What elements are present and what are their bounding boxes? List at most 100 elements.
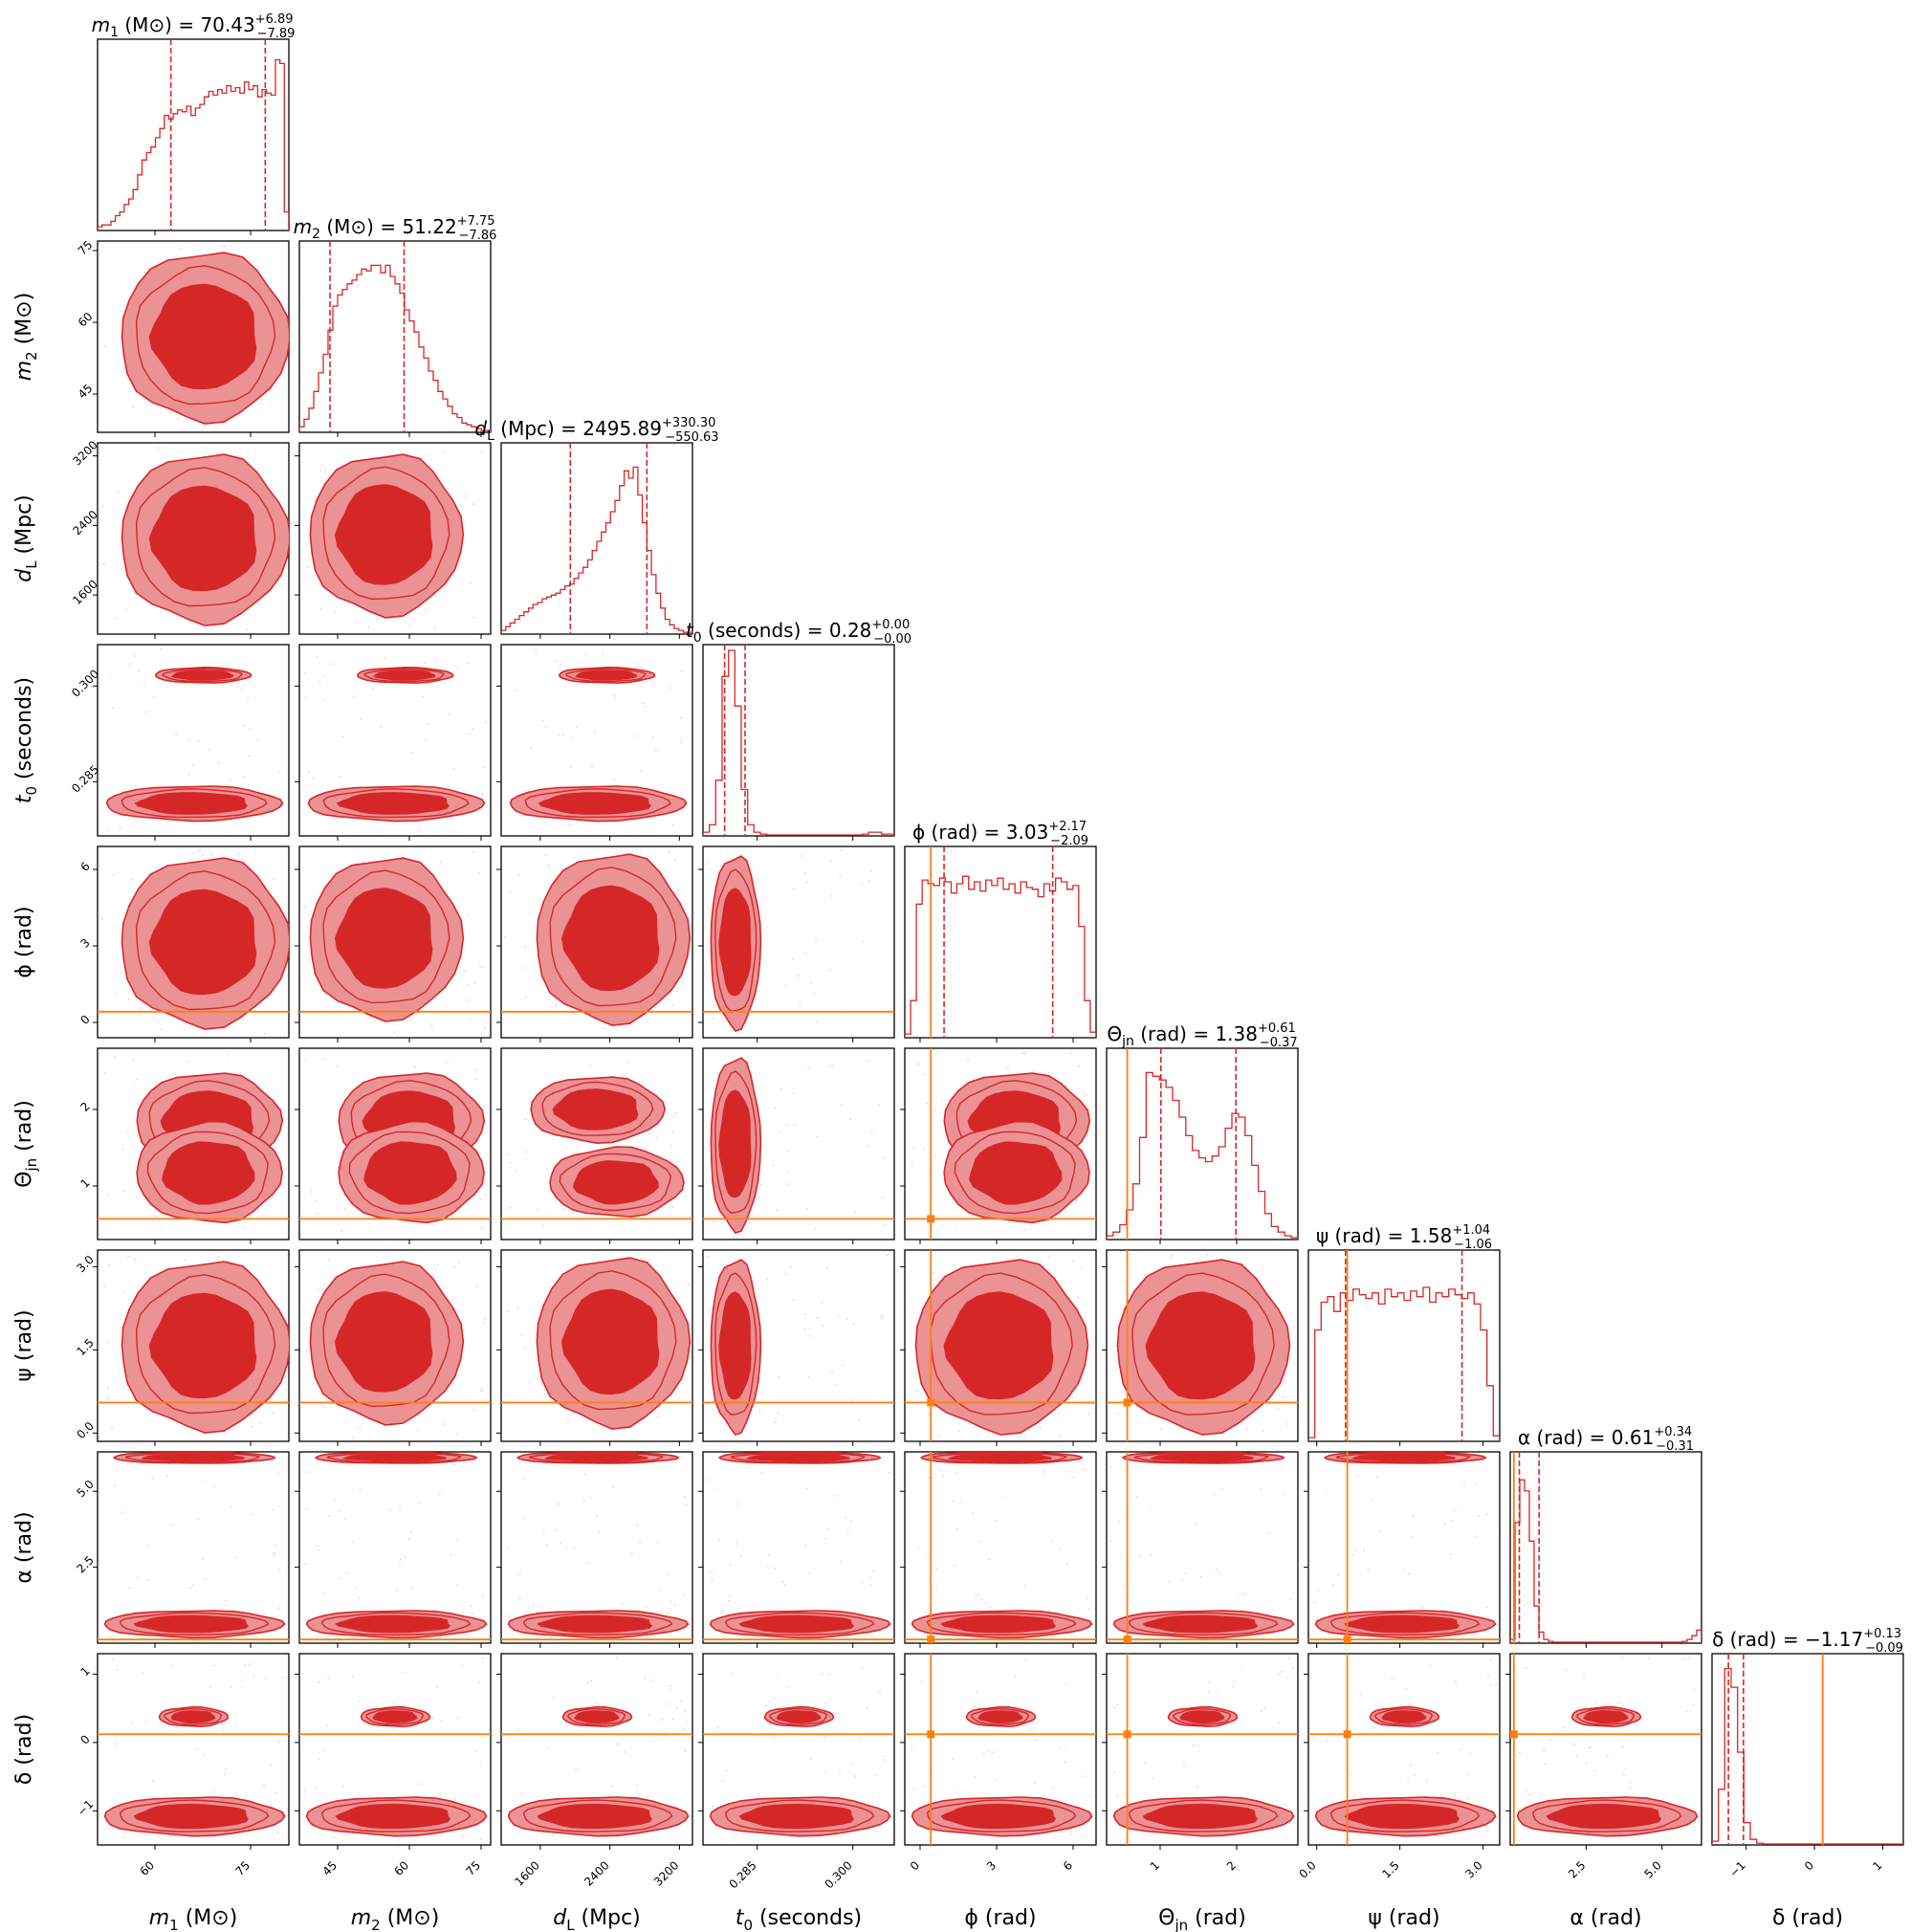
panel-m1-t0-sample-point: [145, 711, 147, 714]
axis-unit: (rad): [1785, 1906, 1843, 1930]
panel-dL-phi-sample-point: [545, 854, 547, 856]
panel-dL-delta-sample-point: [683, 1747, 686, 1750]
panel-dL-alpha-sample-point: [518, 1598, 521, 1600]
panel-theta-psi-sample-point: [1286, 1422, 1289, 1425]
panel-title-phi: ϕ (rad) = 3.03+2.17 −2.09: [912, 820, 1088, 848]
panel-m1-psi-sample-point: [108, 1263, 111, 1266]
panel-m2-psi-sample-point: [442, 1423, 445, 1426]
panel-m1-t0-sample-point: [128, 663, 131, 666]
panel-t0-theta-sample-point: [793, 1092, 796, 1094]
panel-m2-t0-sample-point: [425, 738, 427, 741]
title-subscript: jn: [1121, 1034, 1134, 1049]
panel-dL-t0-sample-point: [613, 778, 616, 780]
panel-theta-alpha-sample-point: [1260, 1488, 1262, 1490]
panel-alpha-delta-sample-point: [1572, 1743, 1575, 1745]
panel-phi-delta-sample-point: [1082, 1775, 1084, 1778]
panel-m2-alpha-sample-point: [399, 1561, 401, 1564]
panel-m2-t0-sample-point: [481, 793, 484, 796]
panel-content: [98, 1054, 289, 1229]
panel-m2-psi-sample-point: [458, 1262, 460, 1263]
panel-m2-psi-sample-point: [456, 1433, 459, 1436]
panel-m2-theta-sample-point: [315, 1199, 317, 1202]
panel-dL-theta-sample-point: [670, 1144, 672, 1147]
panel-dL-phi-sample-point: [677, 889, 680, 891]
panel-phi-theta-sample-point: [1033, 1070, 1036, 1073]
panel-phi-delta-sample-point: [977, 1691, 978, 1693]
panel-m2-delta-sample-point: [397, 1839, 400, 1842]
panel-m1-t0-sample-point: [278, 771, 281, 774]
panel-content: [98, 39, 289, 231]
panel-dL-t0-sample-point: [680, 716, 682, 719]
panel-dL-phi-sample-point: [673, 859, 676, 862]
panel-m1-alpha-sample-point: [230, 1506, 232, 1508]
panel-m1-t0-sample-point: [208, 749, 210, 751]
panel-m2-t0-sample-point: [308, 771, 311, 773]
title-err-plus: +7.75: [457, 214, 495, 229]
panel-dL-phi-sample-point: [524, 996, 527, 999]
y-tick-label: 0.0: [74, 1419, 96, 1441]
panel-theta-delta-sample-point: [1278, 1673, 1280, 1676]
panel-alpha-delta-sample-point: [1682, 1658, 1685, 1660]
panel-m1-t0-sample-point: [160, 648, 163, 650]
panel-m1-alpha-sample-point: [166, 1475, 169, 1478]
panel-psi-alpha-sample-point: [1478, 1515, 1481, 1517]
panel-theta-alpha-sample-point: [1168, 1581, 1171, 1584]
panel-phi-delta-sample-point: [1031, 1728, 1033, 1730]
panel-psi-alpha-sample-point: [1455, 1509, 1457, 1511]
panel-m2-theta-sample-point: [485, 1195, 488, 1197]
panel-theta-delta-sample-point: [1208, 1691, 1211, 1694]
panel-t0-phi-sample-point: [829, 969, 831, 972]
panel-dL-alpha-sample-point: [558, 1503, 560, 1505]
panel-phi-theta-inner-contour: [969, 1141, 1063, 1205]
panel-dL-t0-sample-point: [558, 733, 560, 735]
panel-phi-alpha-sample-point: [927, 1553, 930, 1556]
panel-m2-theta-sample-point: [447, 1061, 449, 1064]
panel-dL-t0-sample-point: [644, 706, 647, 708]
panel-m2-phi-inner-contour: [334, 888, 433, 989]
panel-psi-alpha-sample-point: [1408, 1572, 1411, 1575]
panel-m2-psi-mid-contour: [322, 1273, 450, 1408]
panel-t0-delta-sample-point: [875, 1774, 878, 1777]
panel-dL-t0-sample-point: [640, 666, 643, 668]
panel-t0-delta-sample-point: [712, 1805, 714, 1808]
panel-theta-alpha-sample-point: [1199, 1575, 1202, 1578]
title-subscript: 1: [110, 25, 119, 40]
panel-phi-theta-sample-point: [1085, 1093, 1087, 1096]
axis-symbol: ϕ: [12, 964, 36, 978]
panel-m2-dL-sample-point: [356, 621, 359, 624]
panel-m2-t0-sample-point: [427, 723, 429, 725]
panel-phi-psi-sample-point: [933, 1271, 934, 1274]
panel-m1-psi-mid-contour: [135, 1274, 276, 1415]
panel-m1-m2-sample-point: [177, 417, 180, 420]
panel-m2-theta-sample-point: [475, 1078, 477, 1080]
panel-t0-phi-sample-point: [815, 938, 818, 941]
panel-content: [306, 451, 484, 630]
panel-theta-psi-sample-point: [1143, 1273, 1146, 1275]
panel-theta-alpha-sample-point: [1124, 1513, 1127, 1516]
panel-m2-delta-mid-contour: [320, 1799, 472, 1833]
y-axis-label-psi: ψ (rad): [12, 1309, 36, 1381]
panel-t0-phi-sample-point: [862, 940, 865, 943]
panel-t0-alpha-sample-point: [805, 1487, 808, 1490]
y-axis-label-t0: t0 (seconds): [12, 677, 40, 803]
panel-m1-m2-sample-point: [132, 406, 135, 408]
panel-t0-alpha-sample-point: [735, 1543, 738, 1545]
panel-t0-alpha-mid-contour: [724, 1612, 875, 1636]
panel-m2-theta-inner-contour: [363, 1141, 457, 1205]
panel-dL-phi-inner-contour: [560, 885, 660, 992]
panel-psi-delta-mid-contour: [1374, 1708, 1434, 1725]
title-unit: (M⊙) = 51.22: [320, 215, 457, 238]
panel-t0-psi-sample-point: [822, 1324, 824, 1327]
panel-m1-phi-sample-point: [114, 992, 117, 995]
x-tick-label: 0: [908, 1858, 922, 1873]
y-axis-label-alpha: α (rad): [12, 1511, 36, 1583]
panel-m2-t0-inner-contour: [336, 792, 450, 815]
panel-t0-psi-sample-point: [831, 1372, 833, 1374]
panel-psi-delta-mid-contour: [1329, 1799, 1481, 1833]
y-tick-label: 0.285: [69, 762, 101, 795]
panel-theta-delta-sample-point: [1221, 1706, 1224, 1709]
panel-phi-theta-sample-point: [918, 1063, 920, 1065]
panel-t0-theta-sample-point: [776, 1209, 779, 1212]
panel-theta-delta-sample-point: [1197, 1745, 1199, 1747]
panel-m2-phi-sample-point: [467, 984, 470, 986]
